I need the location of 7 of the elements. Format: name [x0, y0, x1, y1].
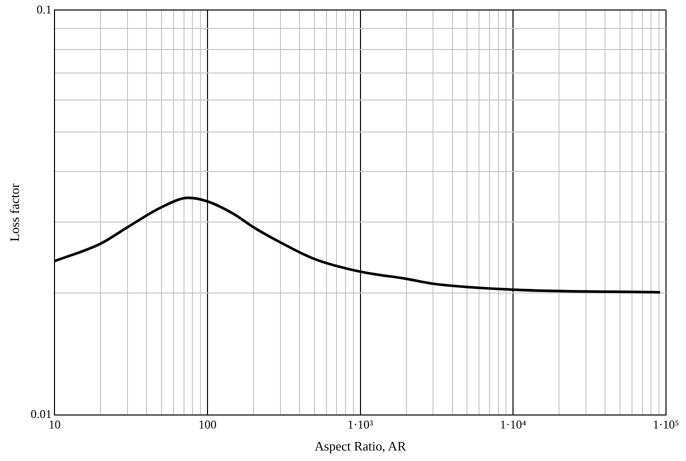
x-tick-label: 100 [198, 417, 216, 432]
x-axis-title: Aspect Ratio, AR [314, 438, 406, 454]
x-tick-label: 1·10⁵ [652, 417, 680, 432]
x-tick-label: 1·10⁴ [500, 417, 526, 432]
y-axis-title: Loss factor [7, 182, 22, 242]
x-tick-label: 1·10³ [348, 417, 374, 432]
y-tick-label: 0.1 [36, 2, 52, 16]
